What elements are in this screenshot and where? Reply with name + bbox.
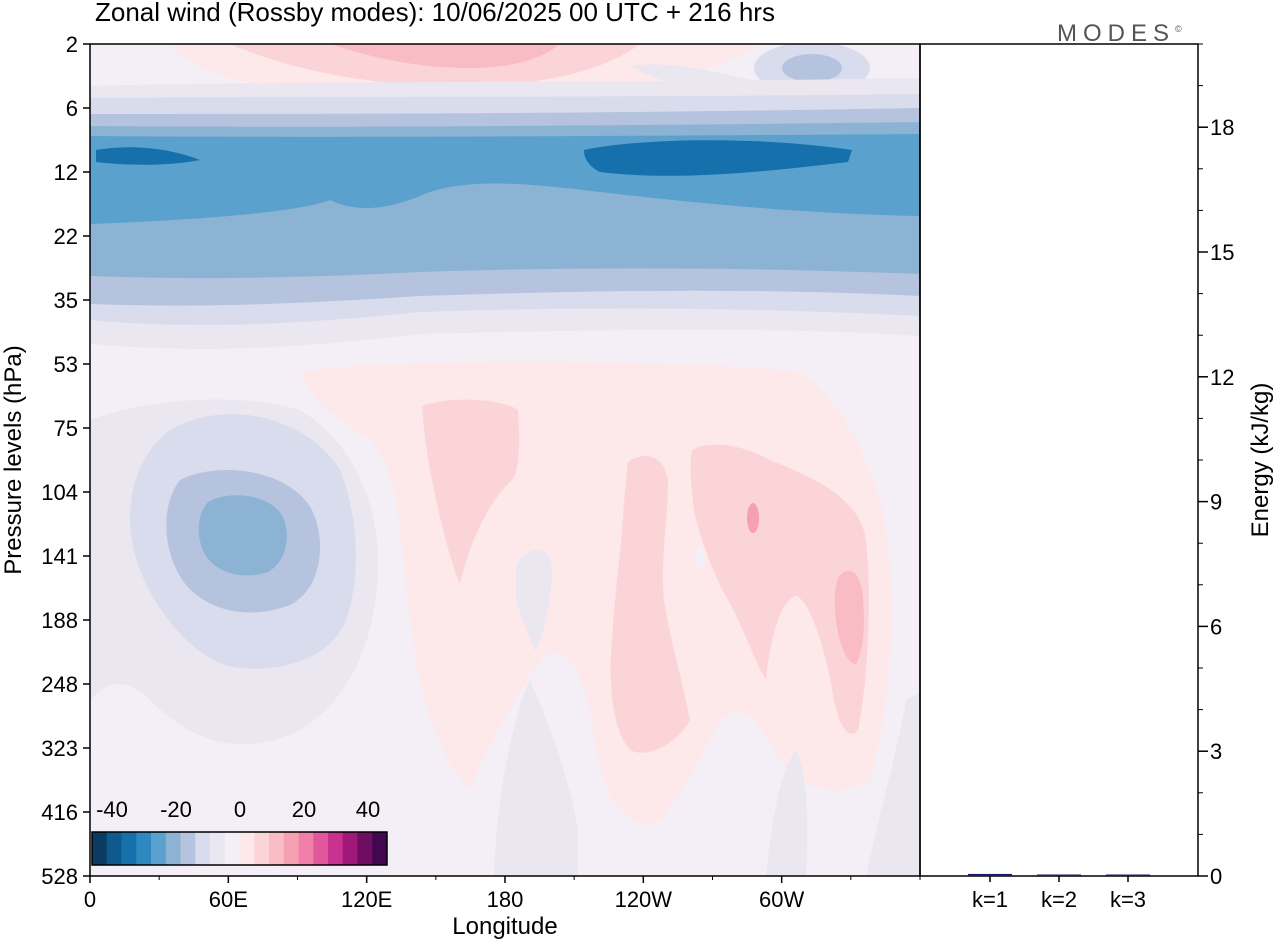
colorbar-swatch — [372, 832, 388, 865]
colorbar-swatch — [328, 832, 344, 865]
colorbar-tick-label: 40 — [356, 797, 380, 822]
westerly-max-core-small — [747, 503, 759, 533]
y-tick-label: 35 — [54, 288, 78, 313]
top-easterly-patch-core — [782, 54, 842, 82]
easterly-tongue-center-lower — [494, 680, 578, 876]
energy-frame — [919, 43, 1199, 877]
westerly-max-core — [834, 570, 864, 664]
colorbar-swatch — [269, 832, 285, 865]
colorbar-swatch — [239, 832, 255, 865]
energy-bar — [1106, 874, 1150, 876]
energy-tick-label: 9 — [1210, 490, 1222, 515]
y-tick-label: 12 — [54, 160, 78, 185]
y-tick-label: 416 — [41, 800, 78, 825]
y-tick-label: 323 — [41, 736, 78, 761]
white-spot-center — [695, 546, 705, 570]
y-tick-label: 528 — [41, 864, 78, 889]
energy-axis-label: Energy (kJ/kg) — [1247, 383, 1274, 538]
x-axis-label: Longitude — [452, 913, 557, 940]
westerly-region-east — [690, 444, 869, 734]
colorbar-swatch — [254, 832, 270, 865]
colorbar-swatch — [313, 832, 329, 865]
energy-tick-label: 3 — [1210, 739, 1222, 764]
colorbar-swatch — [195, 832, 211, 865]
colorbar-swatch — [92, 832, 108, 865]
energy-bar — [1037, 874, 1081, 876]
colorbar-swatch — [224, 832, 240, 865]
logo-mark: © — [1175, 24, 1182, 34]
energy-tick-label: 0 — [1210, 864, 1222, 889]
x-tick-label: 120E — [341, 887, 392, 912]
y-tick-label: 53 — [54, 352, 78, 377]
energy-tick-label: 15 — [1210, 240, 1234, 265]
x-tick-label: 180 — [487, 887, 524, 912]
colorbar-swatch — [165, 832, 181, 865]
y-axis-label: Pressure levels (hPa) — [0, 345, 27, 574]
easterly-cell-core — [198, 495, 287, 576]
colorbar-tick-label: 20 — [292, 797, 316, 822]
y-tick-label: 104 — [41, 480, 78, 505]
colorbar-swatch — [298, 832, 314, 865]
x-tick-label: 120W — [615, 887, 673, 912]
y-tick-label: 75 — [54, 416, 78, 441]
colorbar-swatch — [121, 832, 137, 865]
y-tick-label: 141 — [41, 544, 78, 569]
westerly-region-central — [610, 456, 690, 753]
x-tick-label: 60E — [209, 887, 248, 912]
westerly-tongue — [422, 399, 520, 584]
easterly-tongue-center-upper — [516, 550, 552, 652]
bar-category-label: k=2 — [1041, 887, 1077, 912]
logo-text: MODES — [1057, 20, 1176, 47]
easterly-tongue-east — [766, 750, 808, 876]
energy-tick-label: 18 — [1210, 115, 1234, 140]
colorbar-tick-label: 0 — [234, 797, 246, 822]
easterly-jet-core-west — [96, 147, 200, 165]
colorbar-tick-label: -40 — [96, 797, 128, 822]
colorbar-swatch — [106, 832, 122, 865]
y-tick-label: 188 — [41, 608, 78, 633]
y-tick-label: 6 — [66, 96, 78, 121]
colorbar-swatch — [283, 832, 299, 865]
colorbar-swatch — [136, 832, 152, 865]
x-tick-label: 0 — [84, 887, 96, 912]
colorbar-swatch — [151, 832, 167, 865]
colorbar-swatch — [342, 832, 358, 865]
modes-logo: MODES© — [1057, 20, 1182, 48]
zonal-wind-heatmap — [90, 44, 920, 876]
y-tick-label: 2 — [66, 32, 78, 57]
top-westerly-core — [330, 44, 560, 68]
energy-tick-label: 6 — [1210, 614, 1222, 639]
energy-tick-label: 12 — [1210, 365, 1234, 390]
easterly-tongue-edge — [866, 692, 920, 876]
easterly-jet-core-east — [584, 140, 852, 176]
colorbar-frame — [91, 831, 388, 866]
y-tick-label: 22 — [54, 224, 78, 249]
bar-category-label: k=3 — [1110, 887, 1146, 912]
colorbar-swatch — [357, 832, 373, 865]
colorbar-swatch — [210, 832, 226, 865]
y-tick-label: 248 — [41, 672, 78, 697]
colorbar-swatch — [180, 832, 196, 865]
bar-category-label: k=1 — [972, 887, 1008, 912]
x-tick-label: 60W — [759, 887, 804, 912]
chart-title: Zonal wind (Rossby modes): 10/06/2025 00… — [95, 0, 775, 27]
energy-bar — [968, 873, 1012, 876]
colorbar-tick-label: -20 — [160, 797, 192, 822]
